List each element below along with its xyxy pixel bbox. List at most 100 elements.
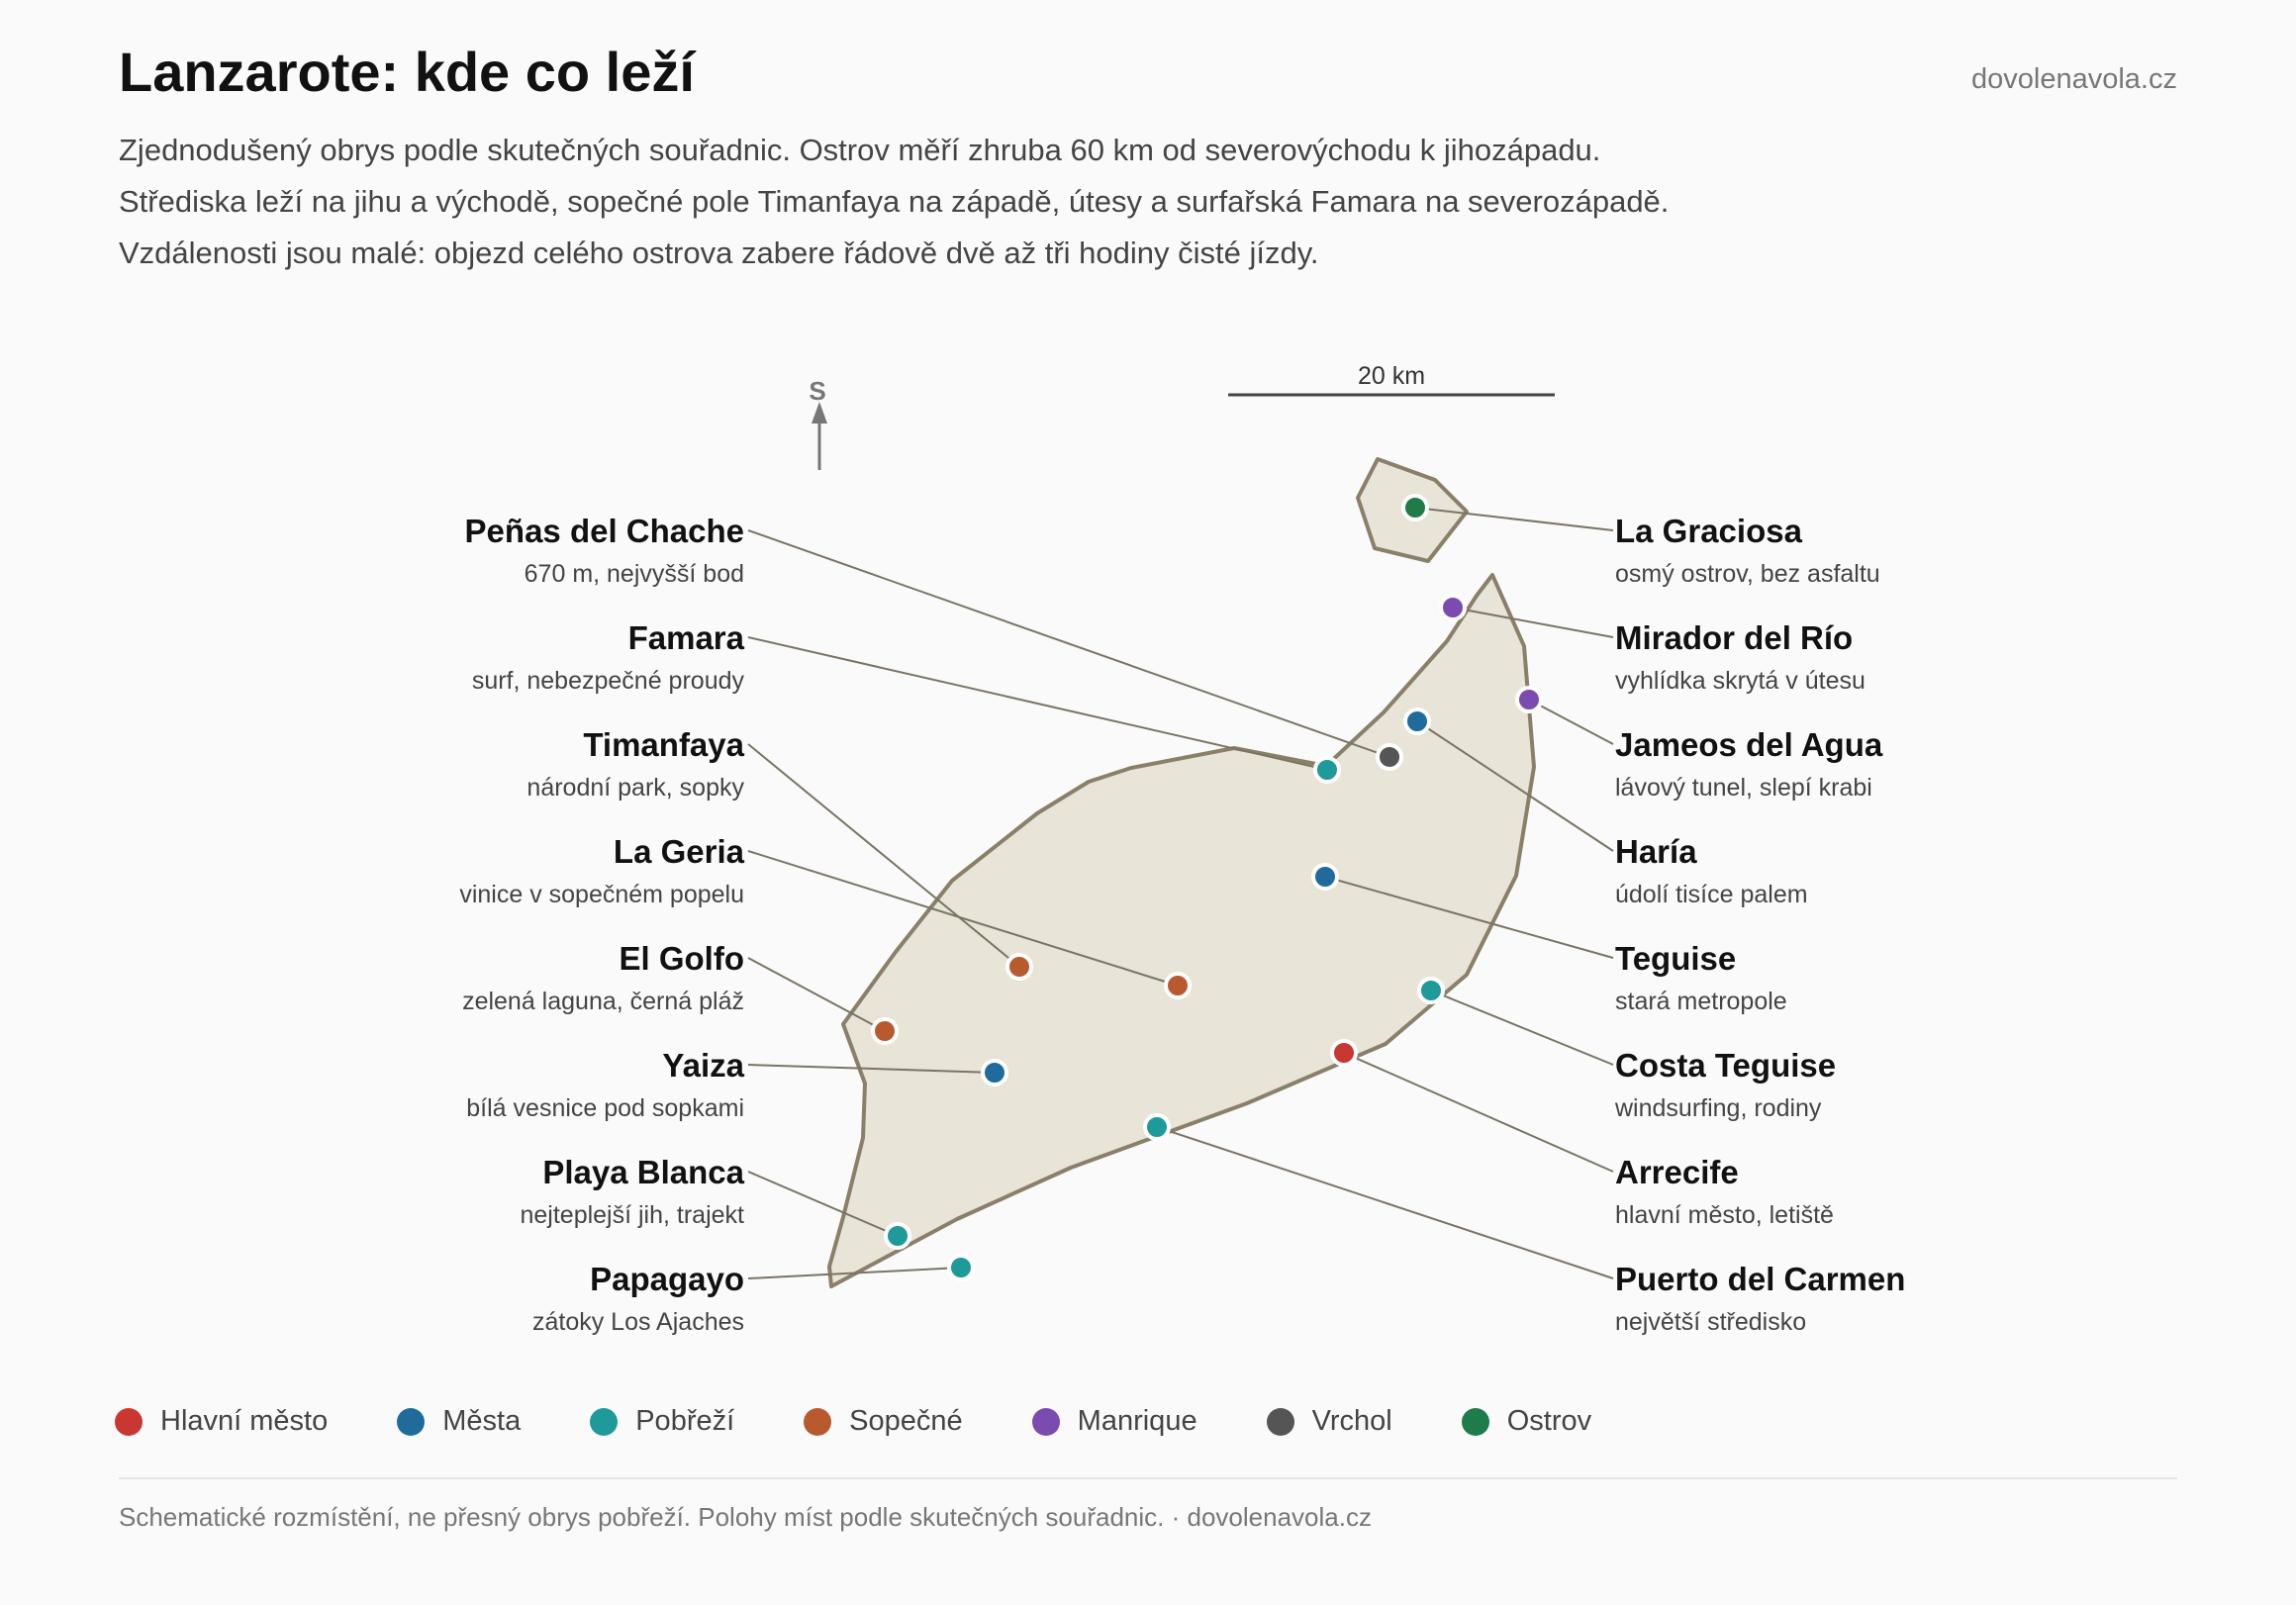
label-jameos-name: Jameos del Agua (1615, 726, 1883, 763)
legend-dot-town (397, 1407, 426, 1436)
label-lageria-note: vinice v sopečném popelu (459, 881, 744, 908)
leader-lageria (747, 850, 1179, 987)
legend-dot-peak (1266, 1407, 1294, 1436)
legend-label-town: Města (442, 1405, 522, 1437)
legend-dot-manrique (1031, 1407, 1060, 1436)
leader-elgolfo (747, 957, 886, 1032)
intro-line-1: Zjednodušený obrys podle skutečných souř… (119, 133, 1601, 167)
leader-jameos (1528, 699, 1614, 745)
leader-playablanca (747, 1171, 899, 1237)
legend-item-peak: Vrchol (1266, 1405, 1392, 1438)
label-teguise-note: stará metropole (1615, 988, 1787, 1015)
legend: Hlavní město Města Pobřeží Sopečné Manri… (115, 1405, 1661, 1438)
legend-label-coast: Pobřeží (635, 1405, 735, 1437)
legend-label-peak: Vrchol (1311, 1405, 1392, 1437)
marker-teguise[interactable] (1311, 863, 1339, 891)
label-haria-note: údolí tisíce palem (1615, 881, 1808, 908)
marker-playablanca[interactable] (884, 1222, 911, 1250)
label-playablanca-note: nejteplejší jih, trajekt (520, 1201, 744, 1229)
legend-item-capital: Hlavní město (115, 1405, 328, 1438)
legend-dot-volcanic (804, 1407, 832, 1436)
site-name: dovolenavola.cz (1971, 63, 2177, 95)
leader-yaiza (747, 1064, 996, 1074)
marker-jameos[interactable] (1515, 686, 1543, 713)
label-lageria-name: La Geria (614, 833, 745, 870)
marker-yaiza[interactable] (981, 1059, 1008, 1086)
label-yaiza-note: bílá vesnice pod sopkami (466, 1094, 744, 1122)
scale-label: 20 km (1358, 362, 1425, 390)
marker-penas[interactable] (1376, 743, 1403, 771)
marker-arrecife[interactable] (1330, 1039, 1358, 1067)
legend-label-volcanic: Sopečné (849, 1405, 963, 1437)
legend-item-volcanic: Sopečné (804, 1405, 963, 1438)
footer-note: Schematické rozmístění, ne přesný obrys … (119, 1502, 1372, 1532)
label-graciosa-note: osmý ostrov, bez asfaltu (1615, 560, 1880, 588)
label-jameos-note: lávový tunel, slepí krabi (1615, 774, 1872, 802)
label-graciosa-name: La Graciosa (1615, 513, 1803, 549)
island-map: S 20 km Peñas del Chache 670 m, nejvyšší … (459, 362, 1905, 1336)
leader-penas (747, 529, 1390, 758)
legend-item-island: Ostrov (1461, 1405, 1592, 1438)
leader-mirador (1452, 607, 1614, 638)
label-arrecife-note: hlavní město, letiště (1615, 1201, 1834, 1229)
label-elgolfo-name: El Golfo (620, 940, 745, 977)
label-timanfaya-name: Timanfaya (583, 726, 744, 763)
label-timanfaya-note: národní park, sopky (526, 774, 744, 802)
north-arrow: S (809, 376, 827, 470)
place-labels: Peñas del Chache 670 m, nejvyšší bod Famar… (459, 513, 1905, 1336)
label-arrecife-name: Arrecife (1615, 1154, 1739, 1190)
marker-famara[interactable] (1313, 756, 1341, 784)
leader-graciosa (1414, 507, 1614, 531)
marker-papagayo[interactable] (947, 1254, 975, 1281)
footer-divider (119, 1477, 2177, 1479)
leader-lines (747, 507, 1614, 1279)
label-puerto-name: Puerto del Carmen (1615, 1261, 1905, 1297)
leader-haria (1416, 720, 1614, 852)
legend-item-coast: Pobřeží (590, 1405, 734, 1438)
legend-label-island: Ostrov (1506, 1405, 1592, 1437)
legend-item-town: Města (397, 1405, 521, 1438)
legend-label-capital: Hlavní město (160, 1405, 329, 1437)
label-costateguise-note: windsurfing, rodiny (1614, 1094, 1822, 1122)
marker-elgolfo[interactable] (871, 1017, 899, 1045)
label-penas-name: Peñas del Chache (465, 513, 744, 549)
marker-puerto[interactable] (1143, 1113, 1171, 1141)
north-label: S (809, 376, 825, 406)
label-teguise-name: Teguise (1615, 940, 1736, 977)
leader-puerto (1156, 1126, 1614, 1279)
leader-costateguise (1430, 990, 1614, 1066)
label-mirador-note: vyhlídka skrytá v útesu (1615, 667, 1866, 695)
label-yaiza-name: Yaiza (662, 1047, 744, 1084)
marker-costateguise[interactable] (1417, 977, 1445, 1004)
intro-text: Zjednodušený obrys podle skutečných souř… (119, 125, 2098, 279)
label-papagayo-note: zátoky Los Ajaches (532, 1308, 744, 1336)
leader-arrecife (1343, 1052, 1614, 1173)
marker-mirador[interactable] (1439, 594, 1467, 621)
scale-bar: 20 km (1228, 362, 1555, 397)
marker-timanfaya[interactable] (1005, 953, 1033, 981)
label-famara-name: Famara (628, 619, 745, 656)
label-papagayo-name: Papagayo (590, 1261, 744, 1297)
label-elgolfo-note: zelená laguna, černá pláž (462, 988, 744, 1015)
label-famara-note: surf, nebezpečné proudy (472, 667, 745, 695)
marker-graciosa[interactable] (1401, 494, 1429, 521)
leader-papagayo (747, 1267, 962, 1279)
label-costateguise-name: Costa Teguise (1615, 1047, 1836, 1084)
label-mirador-name: Mirador del Río (1615, 619, 1853, 656)
legend-label-manrique: Manrique (1077, 1405, 1197, 1437)
legend-item-manrique: Manrique (1031, 1405, 1197, 1438)
leader-teguise (1324, 876, 1614, 959)
intro-line-2: Střediska leží na jihu a východě, sopečn… (119, 184, 1670, 219)
leader-timanfaya (747, 743, 1020, 968)
label-playablanca-name: Playa Blanca (542, 1154, 744, 1190)
north-arrow-head (812, 402, 827, 424)
marker-lageria[interactable] (1164, 972, 1192, 999)
label-haria-name: Haría (1615, 833, 1697, 870)
legend-dot-capital (115, 1407, 143, 1436)
intro-line-3: Vzdálenosti jsou malé: objezd celého ost… (119, 236, 1319, 270)
label-puerto-note: největší středisko (1615, 1308, 1806, 1336)
place-markers (871, 494, 1543, 1281)
lanzarote-island (827, 573, 1536, 1288)
marker-haria[interactable] (1403, 708, 1431, 735)
